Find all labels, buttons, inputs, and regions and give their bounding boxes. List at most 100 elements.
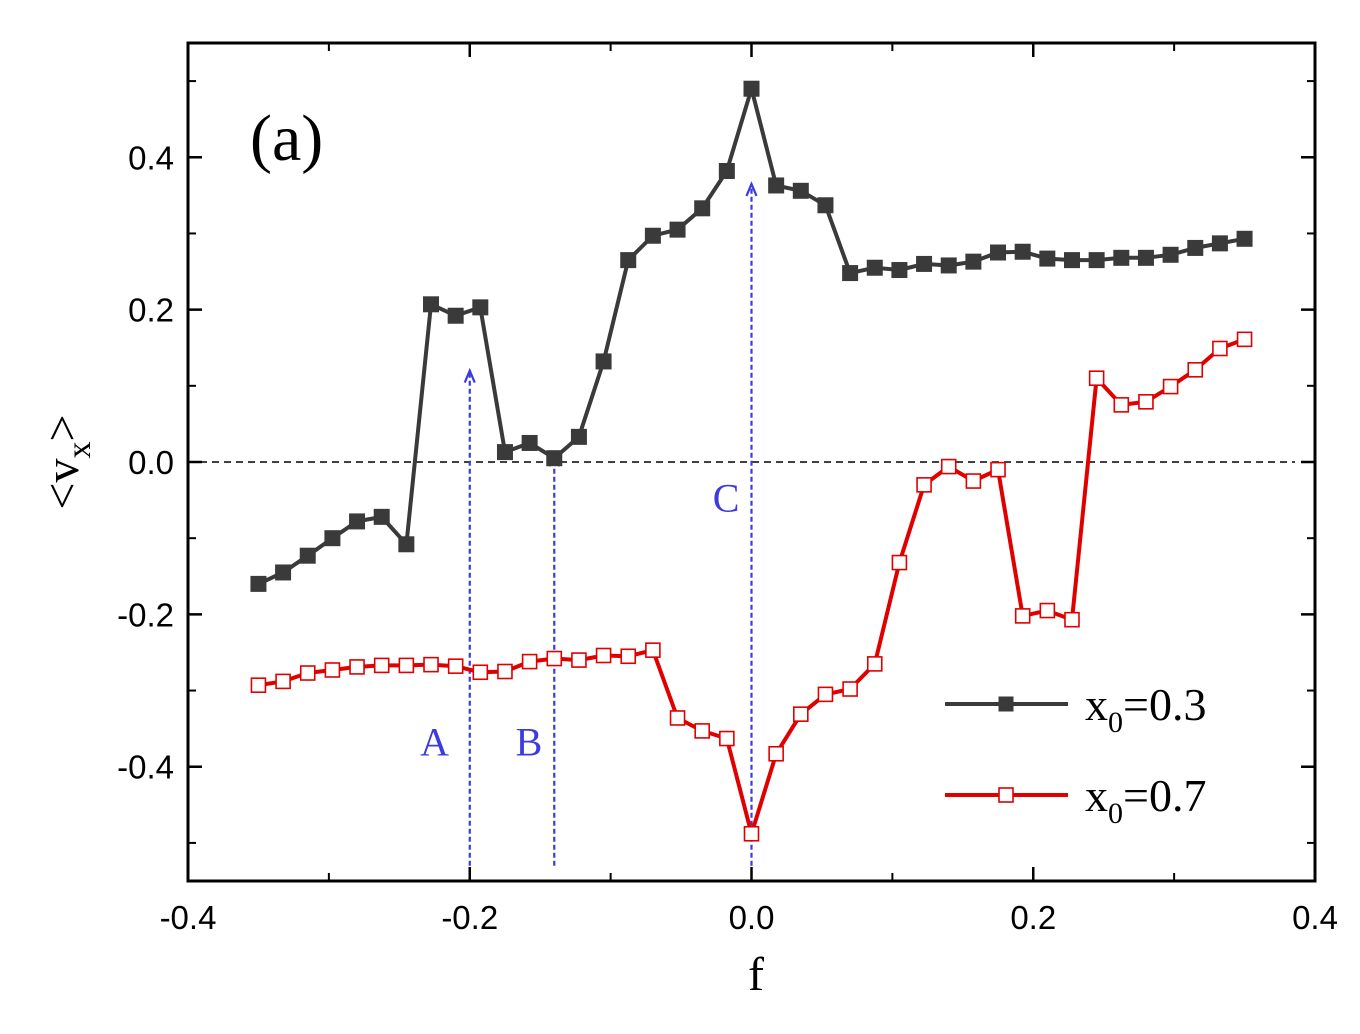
- series-layer: [250, 80, 1253, 842]
- y-axis-label-main: v: [36, 459, 89, 483]
- series-1-point: [595, 353, 612, 370]
- series-2-point: [447, 658, 464, 674]
- series-1-point: [644, 227, 661, 244]
- series-1-point: [1162, 246, 1179, 263]
- series-2-point: [1212, 340, 1228, 357]
- series-1-point: [398, 536, 415, 553]
- series-1-point: [349, 513, 366, 530]
- svg-text:x0=0.7: x0=0.7: [1085, 770, 1206, 830]
- legend-label-series-2-sub: 0: [1108, 797, 1123, 830]
- legend-marker-series-1: [998, 696, 1014, 712]
- series-2-point: [940, 458, 957, 475]
- y-tick-label: -0.4: [117, 749, 174, 786]
- series-2-point: [472, 664, 489, 681]
- series-1-point: [1039, 250, 1056, 267]
- series-2-point: [990, 461, 1006, 478]
- series-2-point: [842, 681, 858, 697]
- series-1-point: [842, 265, 859, 282]
- series-1-point: [1187, 239, 1204, 256]
- series-1-point: [1063, 252, 1080, 269]
- series-1-point: [1113, 249, 1130, 266]
- series-2-point: [299, 665, 316, 681]
- series-1-point: [940, 257, 957, 274]
- series-2-point: [1088, 370, 1105, 387]
- series-1-point: [1137, 249, 1154, 266]
- svg-text:x0=0.3: x0=0.3: [1085, 679, 1206, 739]
- series-2-point: [866, 656, 883, 672]
- series-1-point: [275, 564, 292, 581]
- series-1-point: [669, 221, 686, 238]
- annotation-label-c: C: [713, 476, 740, 521]
- series-2-point: [423, 656, 439, 673]
- series-1-point: [423, 296, 440, 313]
- annotation-layer: A B C: [420, 181, 758, 866]
- series-1-point: [521, 434, 538, 451]
- series-2-point: [916, 477, 932, 493]
- legend-label-series-2-rest: =0.7: [1123, 770, 1206, 821]
- x-tick-label: 0.4: [1292, 899, 1338, 936]
- y-tick-label: 0.2: [128, 292, 174, 329]
- series-2-point: [793, 706, 809, 722]
- y-axis-label-open: <: [36, 483, 89, 510]
- series-2-point: [349, 659, 365, 675]
- series-1-point: [743, 80, 760, 97]
- y-axis-label-close: >: [36, 414, 89, 441]
- series-2-point: [1162, 378, 1179, 395]
- legend-entry-series-2: x0=0.7: [945, 770, 1206, 830]
- axes-layer: -0.4 -0.2 0.0 0.2 0.4 -0.4 -0.2 0.0 0.2 0.4: [117, 43, 1338, 936]
- series-1-point: [373, 508, 390, 525]
- series-2-point: [620, 648, 637, 665]
- series-2-point: [694, 723, 710, 739]
- series-2-point: [521, 653, 538, 670]
- annotation-arrowhead-a: [463, 367, 476, 384]
- series-1-point: [817, 197, 834, 214]
- series-2-point: [250, 677, 267, 694]
- y-axis-label-sub: x: [61, 442, 98, 459]
- series-2-point: [1236, 331, 1253, 348]
- legend-entry-series-1: x0=0.3: [945, 679, 1206, 739]
- annotation-label-a: A: [420, 719, 449, 764]
- legend-label-series-1-sub: 0: [1108, 706, 1123, 739]
- series-1-point: [1236, 230, 1253, 247]
- series-2-point: [1039, 602, 1056, 619]
- series-2-point: [743, 825, 760, 842]
- legend-label-series-1-main: x: [1085, 679, 1108, 730]
- svg-text:<vx>: <vx>: [36, 414, 98, 509]
- x-tick-label: -0.4: [160, 899, 217, 936]
- y-tick-label: 0.4: [128, 139, 174, 176]
- x-axis-label: f: [748, 948, 764, 1001]
- series-1-point: [965, 253, 982, 270]
- series-2-point: [546, 650, 563, 667]
- x-tick-label: -0.2: [441, 899, 498, 936]
- legend-marker-series-2: [998, 787, 1014, 803]
- series-2-point: [1187, 362, 1204, 378]
- series-1-point: [718, 162, 735, 179]
- series-1-point: [299, 547, 316, 564]
- series-1-point: [1088, 252, 1105, 269]
- series-2-point: [645, 642, 661, 658]
- series-2-point: [817, 686, 834, 703]
- series-1-point: [1014, 243, 1031, 260]
- series-1-point: [447, 307, 464, 324]
- annotation-arrowhead-c: [745, 181, 758, 197]
- series-2-point: [1138, 394, 1154, 410]
- series-2-point: [719, 730, 735, 747]
- series-1-point: [916, 255, 933, 272]
- series-1: [250, 80, 1253, 592]
- series-1-point: [496, 444, 513, 461]
- series-2-point: [965, 473, 982, 489]
- series-2-point: [1064, 611, 1080, 628]
- series-2-point: [373, 657, 390, 674]
- series-1-point: [792, 182, 809, 199]
- series-1-point: [866, 259, 883, 276]
- series-2-point: [891, 554, 908, 571]
- series-1-point: [990, 244, 1007, 261]
- series-2-point: [595, 647, 612, 664]
- legend-label-series-2-main: x: [1085, 770, 1108, 821]
- annotation-label-b: B: [516, 719, 543, 764]
- series-2-point: [768, 745, 784, 762]
- series-2-point: [324, 662, 341, 678]
- series-2-point: [1113, 397, 1130, 413]
- y-tick-label: -0.2: [117, 596, 174, 633]
